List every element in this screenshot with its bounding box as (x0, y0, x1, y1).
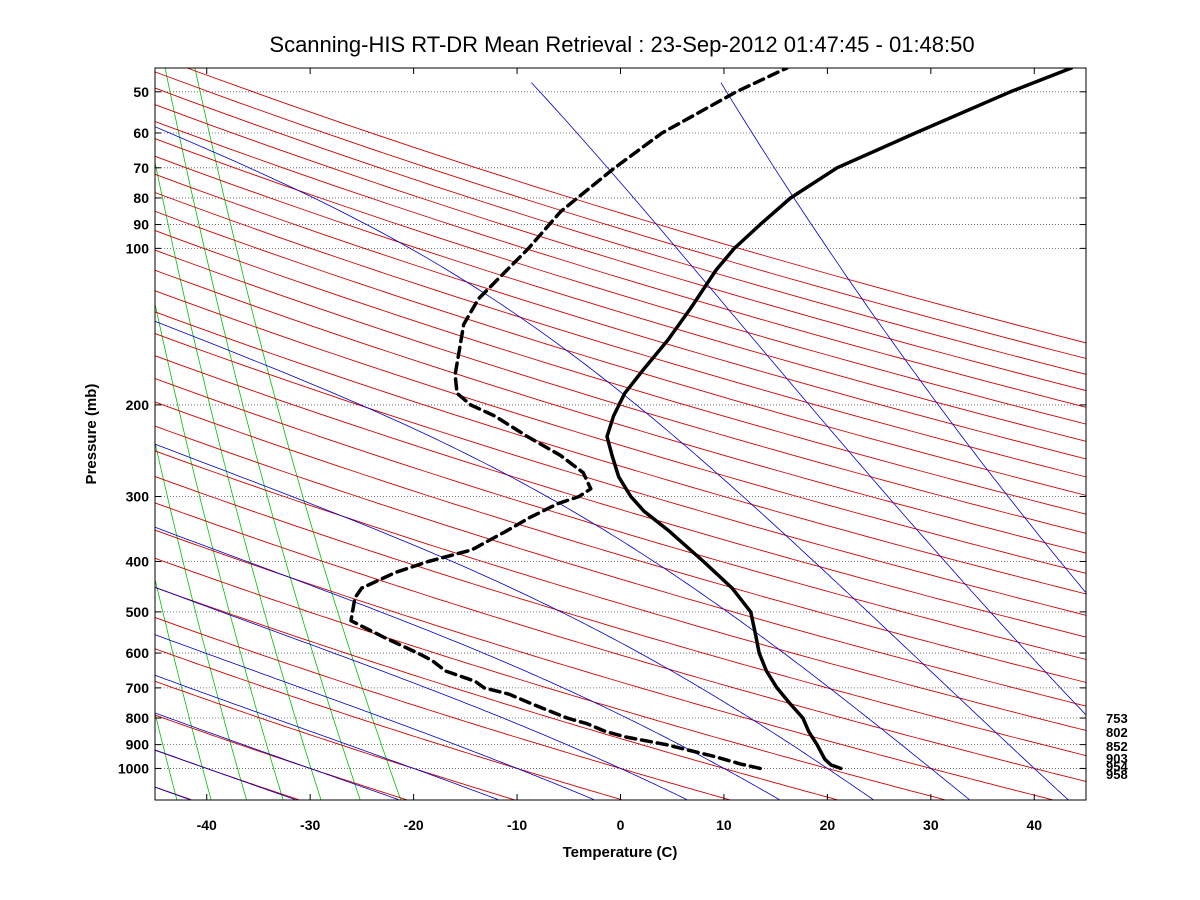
dry-adiabat-line (155, 290, 1086, 574)
dry-adiabat-line (155, 269, 1086, 554)
dry-adiabat-line (155, 586, 839, 800)
level-label: 903 (1106, 751, 1128, 766)
mixing-ratio-line (155, 711, 178, 800)
y-tick-label: 70 (133, 160, 149, 176)
dry-adiabat-line (155, 210, 1086, 496)
x-axis-label: Temperature (C) (563, 844, 678, 861)
y-axis-label: Pressure (mb) (83, 384, 100, 485)
level-label: 954 (1106, 759, 1128, 774)
x-tick-label: -20 (403, 817, 423, 833)
mixing-ratio-line (194, 68, 402, 800)
y-tick-label: 600 (126, 645, 150, 661)
x-tick-label: -10 (507, 817, 527, 833)
moist-adiabat-line (720, 82, 1086, 594)
dry-adiabat-line (155, 71, 1086, 359)
dry-adiabat-line (155, 173, 1086, 460)
moist-adiabat-line (155, 749, 296, 800)
mixing-ratio-line (0, 68, 50, 800)
plot-frame (154, 67, 1087, 801)
dry-adiabat-line (155, 425, 1086, 707)
x-tick-label: 30 (923, 817, 939, 833)
dry-adiabat-line (155, 502, 1086, 782)
mixing-ratio-line (155, 440, 247, 800)
dry-adiabat-line (155, 450, 1086, 731)
dry-adiabat-line (155, 476, 1086, 757)
mixing-ratio-line (164, 68, 361, 800)
y-tick-label: 200 (126, 397, 150, 413)
mixing-ratio-line (0, 68, 80, 800)
x-tick-label: -30 (300, 817, 320, 833)
level-label: 753 (1106, 711, 1128, 726)
dry-adiabat-line (155, 617, 731, 800)
y-tick-label: 500 (126, 604, 150, 620)
x-tick-label: 20 (820, 817, 836, 833)
moist-adiabat-line (155, 586, 687, 800)
level-label: 802 (1106, 725, 1128, 740)
dry-adiabats (155, 68, 1086, 800)
pressure-gridlines (155, 91, 1086, 769)
dry-adiabat-line (155, 355, 1086, 638)
y-tick-label: 100 (126, 240, 150, 256)
dry-adiabat-line (155, 648, 623, 800)
y-tick-label: 1000 (118, 760, 149, 776)
y-tick-label: 90 (133, 217, 149, 233)
y-tick-label: 80 (133, 190, 149, 206)
dewpoint-profile-line (349, 68, 789, 771)
mixing-ratio-lines (0, 68, 402, 800)
mixing-ratio-line (3, 68, 143, 800)
x-tick-label: 40 (1026, 817, 1042, 833)
sounding-profiles (349, 68, 1074, 771)
level-label: 958 (1106, 767, 1128, 782)
dry-adiabat-line (155, 333, 1086, 616)
dry-adiabat-line (155, 104, 1086, 392)
dry-adiabat-line (155, 230, 1086, 515)
temperature-profile-line (605, 68, 1074, 771)
mixing-ratio-line (155, 577, 212, 800)
y-tick-label: 800 (126, 710, 150, 726)
y-tick-label: 900 (126, 737, 150, 753)
dry-adiabat-line (155, 378, 1086, 660)
mixing-ratio-line (155, 301, 284, 800)
moist-adiabat-line (155, 526, 780, 800)
chart-title: Scanning-HIS RT-DR Mean Retrieval : 23-S… (269, 32, 974, 57)
y-tick-label: 60 (133, 125, 149, 141)
mixing-ratio-line (155, 160, 322, 800)
moist-adiabat-line (155, 320, 970, 800)
dry-adiabat-line (155, 401, 1086, 683)
y-tick-label: 700 (126, 680, 150, 696)
dry-adiabat-line (155, 529, 1054, 800)
y-tick-label: 300 (126, 488, 150, 504)
dry-adiabat-line (155, 249, 1086, 534)
dry-adiabat-line (155, 749, 300, 800)
dry-adiabat-line (155, 680, 516, 800)
x-axis-ticks: -40 -30 -20 -10 0 10 20 30 40 (197, 68, 1042, 833)
x-tick-label: -40 (197, 817, 217, 833)
moist-adiabats (0, 82, 1086, 800)
reference-lines (0, 68, 1086, 800)
moist-adiabat-line (531, 82, 1086, 716)
x-tick-label: 10 (716, 817, 732, 833)
dry-adiabat-line (155, 311, 1086, 595)
moist-adiabat-line (155, 126, 1069, 800)
dry-adiabat-line (187, 68, 1086, 344)
dry-adiabat-line (155, 155, 1086, 442)
moist-adiabat-line (155, 674, 499, 800)
moist-adiabat-line (0, 83, 83, 800)
y-tick-label: 50 (133, 84, 149, 100)
x-tick-label: 0 (617, 817, 625, 833)
y-axis-ticks: 50 60 70 80 90 100 200 300 400 500 600 700 800 900 100… (118, 84, 1086, 776)
dry-adiabat-line (155, 714, 408, 800)
moist-adiabat-line (155, 634, 594, 800)
y-tick-label: 400 (126, 553, 150, 569)
dry-adiabat-line (155, 557, 946, 800)
moist-adiabat-line (155, 712, 399, 800)
level-label: 852 (1106, 739, 1128, 754)
moist-adiabat-line (155, 443, 874, 800)
mixing-ratio-line (0, 68, 21, 800)
dry-adiabat-line (155, 192, 1086, 478)
